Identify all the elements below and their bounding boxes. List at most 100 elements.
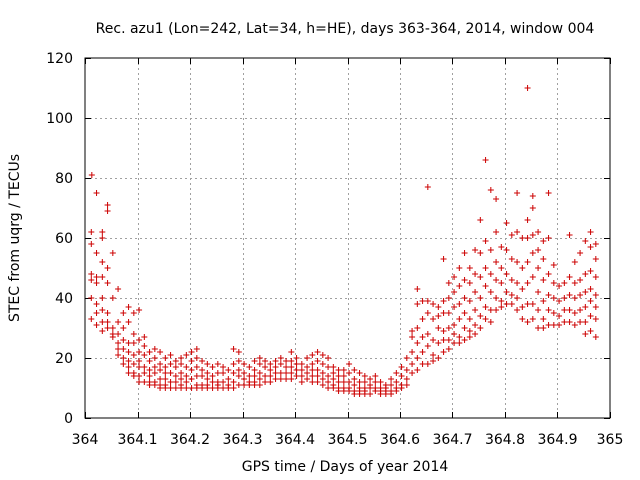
data-point — [193, 346, 200, 352]
data-point — [99, 319, 106, 325]
data-point — [561, 295, 568, 301]
data-point — [424, 310, 431, 316]
data-point — [508, 256, 515, 262]
data-point — [524, 235, 531, 241]
data-point — [157, 367, 164, 373]
data-point — [267, 379, 274, 385]
data-point — [535, 307, 542, 313]
data-point — [351, 382, 358, 388]
data-point — [456, 316, 463, 322]
data-point — [335, 379, 342, 385]
data-point — [419, 298, 426, 304]
data-point — [172, 364, 179, 370]
data-point — [482, 238, 489, 244]
data-point — [188, 367, 195, 373]
data-point — [204, 385, 211, 391]
data-point — [535, 247, 542, 253]
data-point — [571, 322, 578, 328]
data-point — [582, 319, 589, 325]
data-point — [535, 265, 542, 271]
data-point — [115, 319, 122, 325]
data-point — [466, 298, 473, 304]
data-point — [293, 355, 300, 361]
data-point — [130, 352, 137, 358]
data-point — [403, 355, 410, 361]
data-point — [141, 370, 148, 376]
data-point — [246, 364, 253, 370]
data-point — [409, 349, 416, 355]
data-point — [587, 268, 594, 274]
data-point — [451, 304, 458, 310]
data-point — [577, 319, 584, 325]
data-point — [424, 343, 431, 349]
y-tick-label: 100 — [46, 111, 73, 127]
data-point — [99, 235, 106, 241]
data-point — [199, 373, 206, 379]
data-point — [136, 337, 143, 343]
data-point — [477, 217, 484, 223]
data-point — [167, 385, 174, 391]
data-point — [199, 385, 206, 391]
data-point — [246, 382, 253, 388]
data-point — [262, 373, 269, 379]
data-point — [529, 193, 536, 199]
data-point — [272, 358, 279, 364]
data-point — [466, 316, 473, 322]
data-point — [424, 184, 431, 190]
data-point — [482, 283, 489, 289]
data-point — [104, 265, 111, 271]
data-point — [288, 358, 295, 364]
data-point — [225, 367, 232, 373]
data-point — [130, 310, 137, 316]
data-point — [508, 292, 515, 298]
data-point — [524, 217, 531, 223]
data-point — [230, 385, 237, 391]
data-point — [440, 310, 447, 316]
y-axis-label: STEC from uqrg / TECUs — [7, 154, 23, 322]
data-point — [566, 292, 573, 298]
data-point — [283, 370, 290, 376]
data-point — [361, 391, 368, 397]
data-point — [472, 271, 479, 277]
data-point — [550, 262, 557, 268]
data-point — [141, 379, 148, 385]
data-point — [293, 373, 300, 379]
data-point — [204, 361, 211, 367]
data-point — [109, 295, 116, 301]
data-point — [430, 337, 437, 343]
data-point — [571, 295, 578, 301]
data-point — [514, 229, 521, 235]
data-point — [325, 364, 332, 370]
data-point — [519, 286, 526, 292]
data-point — [193, 373, 200, 379]
data-point — [146, 358, 153, 364]
data-point — [524, 85, 531, 91]
data-point — [314, 379, 321, 385]
data-point — [220, 385, 227, 391]
data-point — [162, 376, 169, 382]
x-tick-label: 364.1 — [117, 432, 157, 448]
data-point — [230, 346, 237, 352]
data-point — [256, 376, 263, 382]
data-point — [262, 379, 269, 385]
data-point — [130, 361, 137, 367]
data-point — [188, 376, 195, 382]
grid-lines — [85, 58, 610, 418]
data-point — [440, 328, 447, 334]
data-point — [445, 337, 452, 343]
data-point — [99, 259, 106, 265]
data-point — [514, 307, 521, 313]
data-point — [272, 364, 279, 370]
data-point — [136, 364, 143, 370]
data-point — [487, 307, 494, 313]
data-point — [466, 265, 473, 271]
data-point — [393, 388, 400, 394]
x-tick-label: 364.2 — [170, 432, 210, 448]
data-point — [393, 370, 400, 376]
data-point — [304, 370, 311, 376]
data-point — [141, 343, 148, 349]
data-point — [430, 301, 437, 307]
data-point — [503, 301, 510, 307]
data-point — [88, 241, 95, 247]
